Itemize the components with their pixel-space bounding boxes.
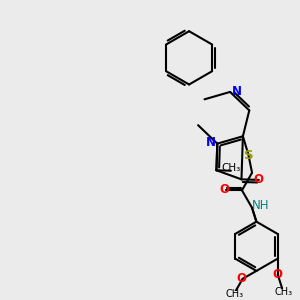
- Text: N: N: [232, 85, 242, 98]
- Text: CH₃: CH₃: [226, 289, 244, 299]
- Text: O: O: [220, 183, 230, 196]
- Text: O: O: [236, 272, 247, 285]
- Text: S: S: [244, 149, 254, 162]
- Text: N: N: [206, 136, 216, 149]
- Text: CH₃: CH₃: [221, 164, 241, 173]
- Text: O: O: [272, 268, 282, 281]
- Text: NH: NH: [251, 199, 269, 212]
- Text: CH₃: CH₃: [274, 287, 292, 297]
- Text: O: O: [253, 173, 263, 186]
